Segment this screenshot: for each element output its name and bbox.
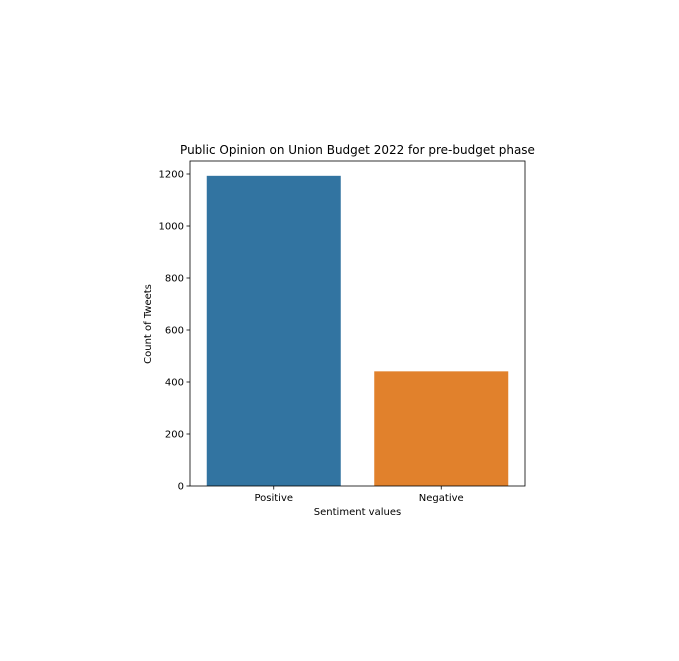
y-tick-label: 1000 [159,222,184,233]
y-axis-label: Count of Tweets [143,284,154,364]
bar-positive [206,175,341,486]
y-tick-label: 0 [178,482,184,493]
bar-negative [374,371,509,486]
plot-area: Positive Negative 0 200 400 600 800 1000 1200 [159,160,526,504]
y-tick-label: 800 [165,274,184,285]
y-tick-label: 400 [165,378,184,389]
chart-title: Public Opinion on Union Budget 2022 for … [180,143,535,157]
y-tick-label: 200 [165,430,184,441]
y-tick-label: 1200 [159,170,184,181]
plot-frame [189,160,526,487]
x-tick-label: Positive [254,493,293,504]
x-axis-label: Sentiment values [314,507,401,518]
x-tick-label: Negative [419,493,464,504]
y-tick-label: 600 [165,326,184,337]
